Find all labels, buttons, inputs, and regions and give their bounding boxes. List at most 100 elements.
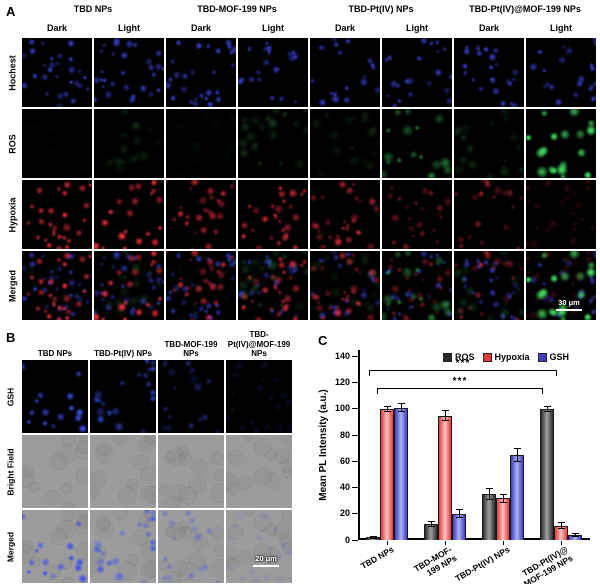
panel-a-group-header: TBD-Pt(IV)@MOF-199 NPs bbox=[469, 4, 581, 14]
panel-a-micrograph-hochest-col4 bbox=[238, 38, 308, 107]
panel-b-scale-bar-line bbox=[253, 565, 279, 567]
panel-c-label: C bbox=[318, 333, 328, 348]
error-bar-cap bbox=[557, 522, 565, 524]
panel-a-micrograph-ros-col3 bbox=[166, 109, 236, 178]
chart-plot-area bbox=[358, 350, 590, 540]
significance-label: *** bbox=[452, 376, 468, 387]
panel-a-condition-header: Dark bbox=[478, 23, 499, 33]
panel-a-condition-header: Light bbox=[262, 23, 284, 33]
panel-a-row-label: ROS bbox=[7, 133, 17, 154]
chart-x-tick bbox=[560, 541, 562, 545]
chart-bar-ros bbox=[482, 494, 496, 540]
panel-a-micrograph-merged-col2 bbox=[94, 251, 164, 320]
panel-b-scale-bar-text: 20 μm bbox=[255, 554, 277, 563]
panel-b-column-header: TBD NPs bbox=[37, 348, 73, 358]
error-bar-cap bbox=[397, 403, 405, 405]
legend-swatch-gsh bbox=[537, 352, 547, 362]
error-bar-line bbox=[458, 509, 460, 518]
panel-b-row-label: Merged bbox=[5, 531, 15, 562]
chart-y-tick bbox=[352, 539, 358, 541]
panel-b-label: B bbox=[6, 330, 16, 345]
panel-a-condition-header: Dark bbox=[46, 23, 67, 33]
panel-a-micrograph-hochest-col2 bbox=[94, 38, 164, 107]
error-bar-line bbox=[444, 410, 446, 421]
panel-b-micrograph-merged-col1 bbox=[22, 510, 88, 583]
panel-a-row-label: Hochest bbox=[7, 54, 17, 91]
panel-a-micrograph-merged-col4 bbox=[238, 251, 308, 320]
panel-a-label: A bbox=[6, 4, 16, 19]
chart-bar-hypoxia bbox=[438, 415, 452, 540]
error-bar-cap bbox=[499, 493, 507, 495]
panel-b-micrograph-bright-field-col2 bbox=[90, 435, 156, 508]
panel-a-micrograph-ros-col7 bbox=[454, 109, 524, 178]
panel-a-micrograph-hochest-col5 bbox=[310, 38, 380, 107]
panel-a-micrograph-hochest-col1 bbox=[22, 38, 92, 107]
error-bar-cap bbox=[455, 517, 463, 519]
panel-b-micrograph-gsh-col4 bbox=[226, 360, 292, 433]
error-bar-line bbox=[430, 521, 432, 527]
error-bar-cap bbox=[499, 501, 507, 503]
panel-a-micrograph-ros-col2 bbox=[94, 109, 164, 178]
error-bar-cap bbox=[543, 405, 551, 407]
chart-legend: ROS Hypoxia GSH bbox=[443, 352, 569, 362]
error-bar-line bbox=[372, 536, 374, 539]
chart-x-category-label: TBD-Pt(IV) NPs bbox=[453, 544, 512, 584]
panel-a-group-header: TBD-Pt(IV) NPs bbox=[348, 4, 414, 14]
panel-b-micrograph-merged-col4 bbox=[226, 510, 292, 583]
panel-a-micrograph-ros-col4 bbox=[238, 109, 308, 178]
chart-bar-gsh bbox=[394, 407, 408, 540]
panel-b-column-header: TBD-Pt(IV)@MOF-199 NPs bbox=[227, 330, 291, 358]
chart-y-tick-label: 20 bbox=[339, 508, 350, 519]
error-bar-line bbox=[546, 406, 548, 412]
chart-x-tick bbox=[502, 541, 504, 545]
error-bar-line bbox=[488, 488, 490, 500]
panel-b-micrograph-bright-field-col3 bbox=[158, 435, 224, 508]
panel-b-micrograph-merged-col2 bbox=[90, 510, 156, 583]
error-bar-line bbox=[502, 494, 504, 502]
panel-a-micrograph-merged-col1 bbox=[22, 251, 92, 320]
panel-b-row-label: GSH bbox=[5, 387, 15, 406]
panel-a-scale-bar-line bbox=[556, 309, 582, 311]
error-bar-cap bbox=[383, 405, 391, 407]
panel-a-micrograph-merged-col6 bbox=[382, 251, 452, 320]
panel-a-micrograph-hypoxia-col2 bbox=[94, 180, 164, 249]
chart-y-tick-label: 100 bbox=[334, 403, 350, 414]
error-bar-cap bbox=[427, 526, 435, 528]
chart-y-tick bbox=[352, 408, 358, 410]
chart-x-tick bbox=[444, 541, 446, 545]
panel-b-micrograph-gsh-col2 bbox=[90, 360, 156, 433]
error-bar-cap bbox=[427, 521, 435, 523]
panel-a-condition-header: Dark bbox=[190, 23, 211, 33]
chart-y-tick-label: 120 bbox=[334, 377, 350, 388]
chart-x-category-label: TBD NPs bbox=[358, 544, 396, 571]
panel-b-column-header: TBD-MOF-199 NPs bbox=[164, 339, 218, 358]
chart-y-tick-label: 80 bbox=[339, 429, 350, 440]
error-bar-line bbox=[400, 403, 402, 412]
error-bar-cap bbox=[557, 527, 565, 529]
chart-y-tick-label: 140 bbox=[334, 351, 350, 362]
panel-a-micrograph-hochest-col3 bbox=[166, 38, 236, 107]
legend-label-ros: ROS bbox=[455, 352, 475, 362]
chart-legend-item-ros: ROS bbox=[443, 352, 475, 362]
error-bar-cap bbox=[441, 420, 449, 422]
panel-a-micrograph-hypoxia-col1 bbox=[22, 180, 92, 249]
panel-a-micrograph-merged-col7 bbox=[454, 251, 524, 320]
chart-bar-hypoxia bbox=[380, 408, 394, 540]
panel-a-micrograph-hochest-col8 bbox=[526, 38, 596, 107]
panel-a-row-label: Hypoxia bbox=[7, 197, 17, 233]
error-bar-cap bbox=[455, 509, 463, 511]
panel-b-micrograph-bright-field-col4 bbox=[226, 435, 292, 508]
panel-a-micrograph-hochest-col6 bbox=[382, 38, 452, 107]
panel-a-micrograph-ros-col1 bbox=[22, 109, 92, 178]
legend-label-gsh: GSH bbox=[549, 352, 570, 362]
error-bar-cap bbox=[485, 488, 493, 490]
panel-a-micrograph-merged-col5 bbox=[310, 251, 380, 320]
panel-a-micrograph-hypoxia-col5 bbox=[310, 180, 380, 249]
panel-b-scale-bar: 20 μm bbox=[246, 554, 286, 567]
panel-a-condition-header: Light bbox=[550, 23, 572, 33]
error-bar-cap bbox=[383, 411, 391, 413]
error-bar-line bbox=[516, 448, 518, 462]
panel-a-condition-header: Dark bbox=[334, 23, 355, 33]
chart-y-tick bbox=[352, 434, 358, 436]
error-bar-cap bbox=[441, 409, 449, 411]
